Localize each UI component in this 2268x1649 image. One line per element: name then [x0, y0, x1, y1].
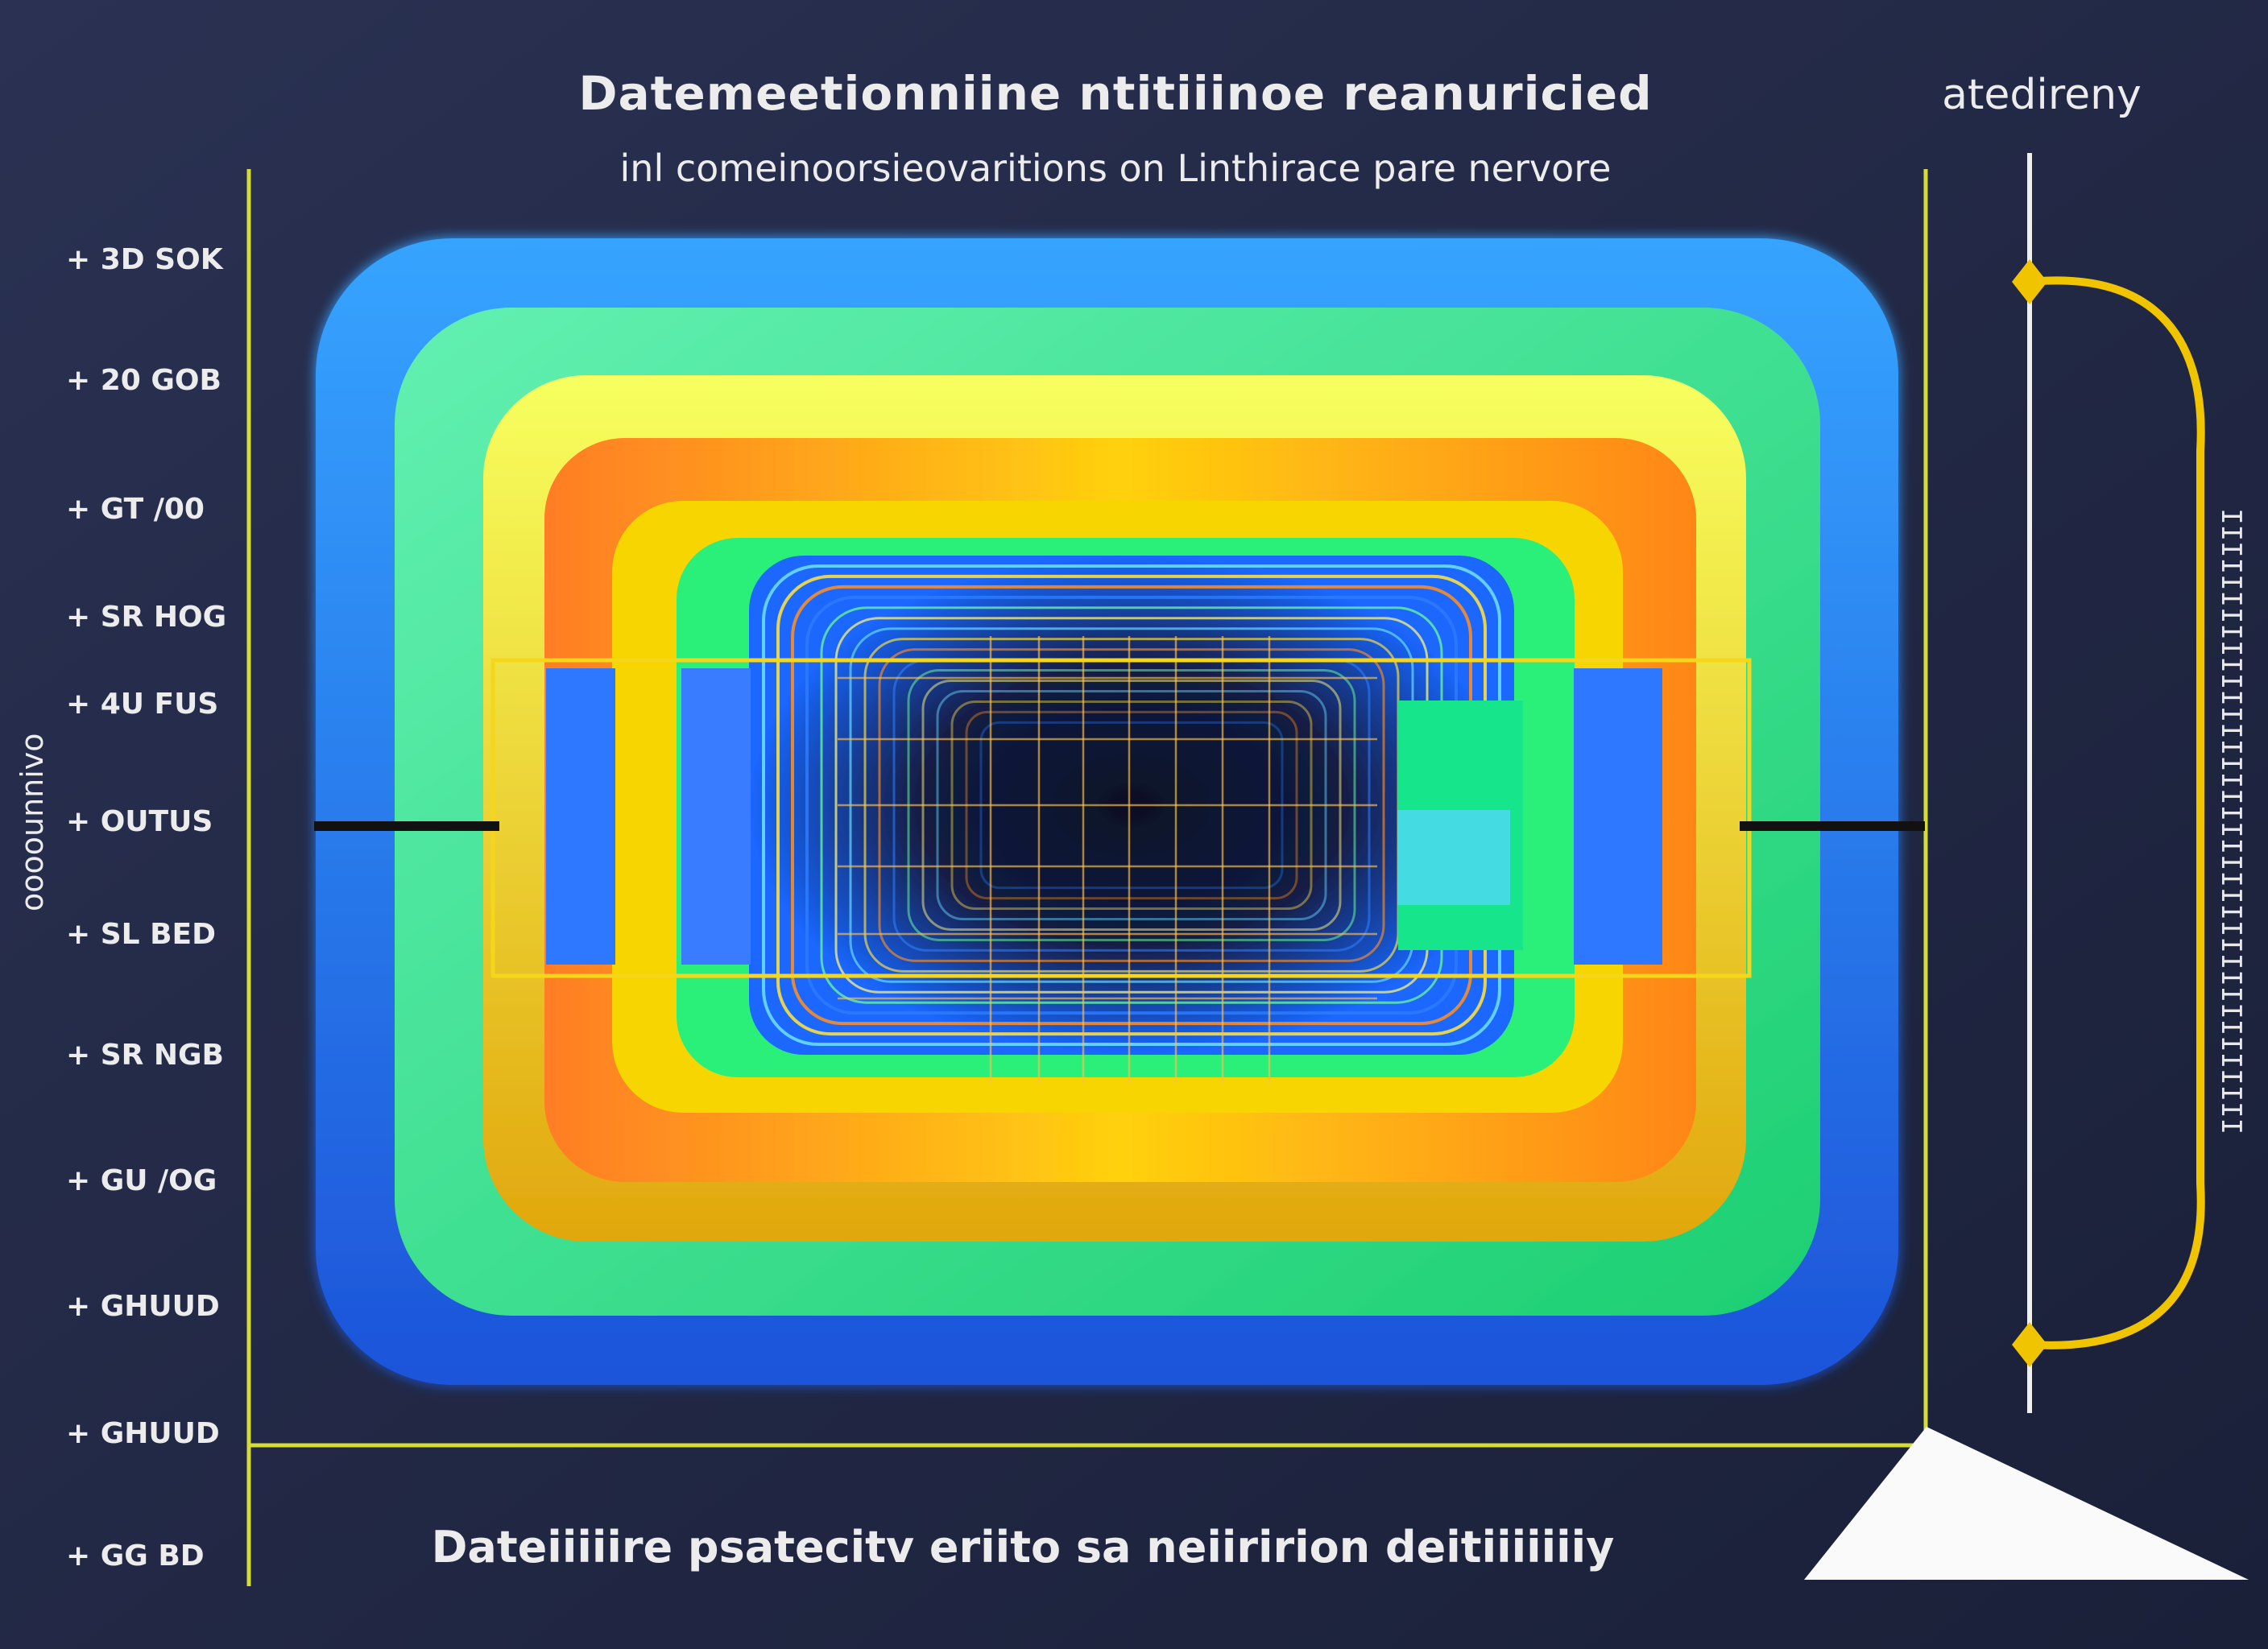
tick-label: + OUTUS	[66, 805, 213, 838]
tick-label: + GU /OG	[66, 1164, 217, 1197]
triangle-marker-icon	[1804, 1427, 2249, 1580]
left-panel-b	[681, 668, 751, 965]
grid-overlay	[838, 636, 1377, 1083]
diamond-bottom-icon	[2012, 1322, 2047, 1367]
center-band-outline	[490, 658, 1752, 978]
left-panel-a	[546, 668, 615, 965]
tick-label: + 4U FUS	[66, 688, 219, 721]
left-axis-label: oooounnivo	[14, 733, 50, 911]
right-panel-c	[1397, 810, 1510, 905]
diagram-caption: Dateiiiiire psatecitv eriito sa neiiriri…	[431, 1522, 1615, 1573]
tick-label: + SR HOG	[66, 601, 227, 634]
tick-label: + SR NGB	[66, 1039, 224, 1072]
right-title: atedireny	[1942, 71, 2142, 119]
bracket-curve	[2029, 276, 2205, 1349]
tick-label: + GHUUD	[66, 1290, 220, 1323]
right-connector	[1740, 821, 1925, 831]
tick-label: + GG BD	[66, 1539, 205, 1573]
right-vertical-text-secondary: IIIIIIIIIIIIIIIIIIIIIIIIIIIIIIIIIIIIII	[2215, 508, 2247, 1134]
diamond-top-icon	[2012, 259, 2047, 304]
tick-label: + GT /00	[66, 493, 205, 526]
left-connector	[314, 821, 499, 831]
tick-label: + 20 GOB	[66, 364, 221, 397]
tick-label: + SL BED	[66, 918, 217, 951]
right-panel-a	[1574, 668, 1662, 965]
diagram-subtitle: inl comeinoorsieovaritions on Linthirace…	[619, 147, 1612, 190]
tick-label: + 3D SOK	[66, 243, 223, 276]
diagram-title: Datemeetionniine ntitiiinoe reanuricied	[578, 66, 1653, 121]
tick-label: + GHUUD	[66, 1417, 220, 1450]
